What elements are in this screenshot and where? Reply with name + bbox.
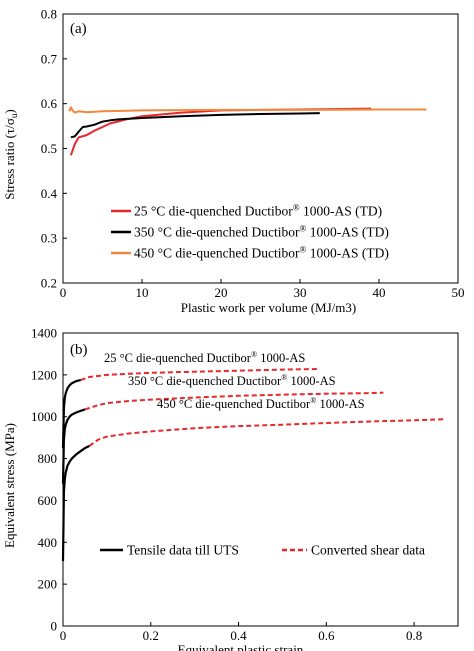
curve-label-superscript: ® bbox=[251, 350, 257, 359]
shear-curve-3 bbox=[88, 418, 445, 447]
y-tick-label: 800 bbox=[38, 451, 58, 466]
legend-label-1: 25 °C die-quenched Ductibor® 1000-AS (TD… bbox=[134, 203, 382, 219]
curve-label-text: 350 °C die-quenched Ductibor bbox=[128, 374, 282, 388]
legend-label-superscript: ® bbox=[293, 203, 300, 213]
legend-label-superscript: ® bbox=[299, 245, 306, 255]
legend-label-shear: Converted shear data bbox=[311, 543, 425, 558]
y-tick-label: 600 bbox=[38, 493, 58, 508]
y-tick-label: 0.6 bbox=[41, 96, 58, 111]
x-tick-label: 0.8 bbox=[406, 628, 422, 643]
legend-label-text: 350 °C die-quenched Ductibor bbox=[134, 225, 300, 240]
x-tick-label: 10 bbox=[136, 285, 149, 300]
y-axis-label-subscript: u bbox=[9, 113, 19, 118]
y-tick-label: 0.3 bbox=[41, 231, 57, 246]
y-tick-label: 0 bbox=[51, 619, 58, 634]
panel-label: (a) bbox=[70, 21, 87, 37]
y-tick-label: 0.2 bbox=[41, 276, 57, 291]
y-tick-label: 1200 bbox=[31, 367, 57, 382]
y-tick-label: 400 bbox=[38, 535, 58, 550]
legend-label-text: 25 °C die-quenched Ductibor bbox=[134, 204, 293, 219]
x-tick-label: 40 bbox=[373, 285, 386, 300]
y-tick-label: 0.4 bbox=[41, 186, 58, 201]
curve-label-text: 1000-AS bbox=[316, 397, 364, 411]
curve-label-text: 1000-AS bbox=[287, 374, 335, 388]
curve-label-2: 350 °C die-quenched Ductibor® 1000-AS bbox=[128, 373, 336, 388]
x-tick-label: 0 bbox=[60, 628, 67, 643]
y-axis-label-main: Stress ratio (τ/σ bbox=[2, 118, 17, 200]
curve-label-superscript: ® bbox=[281, 373, 287, 382]
curve-label-text: 25 °C die-quenched Ductibor bbox=[104, 351, 252, 365]
y-tick-label: 1000 bbox=[31, 409, 57, 424]
shear-curve-1 bbox=[80, 368, 318, 382]
y-tick-label: 0.5 bbox=[41, 141, 57, 156]
tensile-curve-2 bbox=[61, 408, 86, 484]
legend-label-2: 350 °C die-quenched Ductibor® 1000-AS (T… bbox=[134, 224, 389, 240]
curve-label-superscript: ® bbox=[310, 396, 316, 405]
series-line-3 bbox=[68, 106, 427, 114]
x-tick-label: 50 bbox=[452, 285, 465, 300]
y-axis-label-end: ) bbox=[2, 109, 17, 113]
x-tick-label: 0.2 bbox=[143, 628, 159, 643]
y-tick-label: 0.8 bbox=[41, 7, 57, 22]
plot-frame bbox=[62, 13, 459, 284]
legend-label-text: 1000-AS (TD) bbox=[306, 246, 389, 261]
tensile-curve-1 bbox=[61, 379, 81, 449]
x-tick-label: 0.6 bbox=[318, 628, 335, 643]
legend-label-text: 1000-AS (TD) bbox=[300, 204, 383, 219]
legend-label-text: 450 °C die-quenched Ductibor bbox=[134, 246, 300, 261]
legend-label-tensile: Tensile data till UTS bbox=[127, 543, 239, 558]
series-line-2 bbox=[70, 112, 320, 139]
x-tick-label: 0 bbox=[60, 285, 67, 300]
curve-label-text: 450 °C die-quenched Ductibor bbox=[157, 397, 311, 411]
shear-curve-2 bbox=[84, 391, 384, 411]
y-axis-label: Stress ratio (τ/σu) bbox=[2, 109, 19, 199]
y-tick-label: 0.7 bbox=[41, 51, 58, 66]
x-tick-label: 30 bbox=[294, 285, 307, 300]
y-tick-label: 1400 bbox=[31, 326, 57, 341]
x-tick-label: 0.4 bbox=[230, 628, 247, 643]
legend-label-3: 450 °C die-quenched Ductibor® 1000-AS (T… bbox=[134, 245, 389, 261]
x-axis-label: Equivalent plastic strain bbox=[178, 642, 304, 651]
y-tick-label: 200 bbox=[38, 577, 58, 592]
curve-label-3: 450 °C die-quenched Ductibor® 1000-AS bbox=[157, 396, 365, 411]
x-tick-label: 20 bbox=[215, 285, 228, 300]
panel-label: (b) bbox=[70, 342, 88, 358]
chart-panel-a: 0.2 0.3 0.4 0.5 0.6 0.7 0.8 0 10 20 30 40 50 Plastic … bbox=[2, 7, 465, 316]
curve-label-1: 25 °C die-quenched Ductibor® 1000-AS bbox=[104, 350, 305, 365]
chart-panel-b: 0 200 400 600 800 1000 1200 1400 0 0.2 0.4 0.6 0.8 Eq… bbox=[2, 326, 459, 651]
legend-label-text: 1000-AS (TD) bbox=[306, 225, 389, 240]
y-axis-label: Equivalent stress (MPa) bbox=[2, 423, 17, 548]
tensile-curve-3 bbox=[61, 445, 90, 562]
x-axis-label: Plastic work per volume (MJ/m3) bbox=[181, 300, 356, 315]
legend-label-superscript: ® bbox=[299, 224, 306, 234]
curve-label-text: 1000-AS bbox=[257, 351, 305, 365]
